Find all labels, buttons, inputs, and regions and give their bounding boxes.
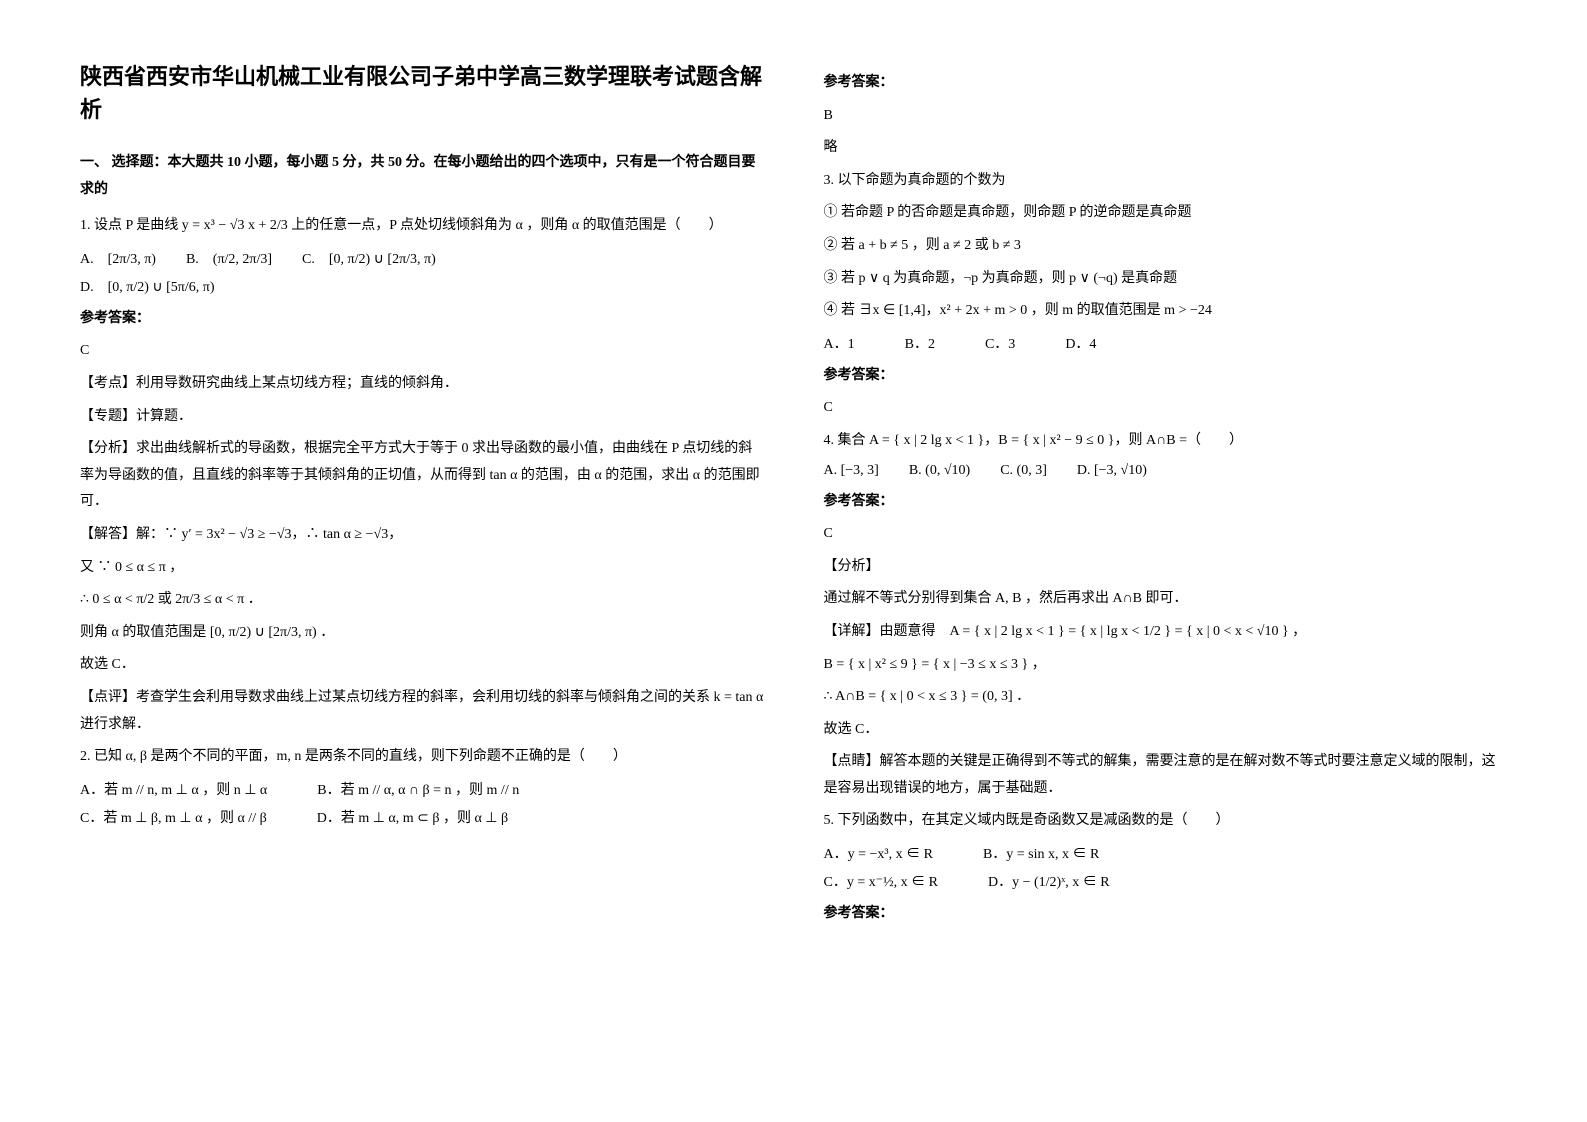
q4-answer-label: 参考答案： — [824, 489, 1508, 516]
q1-stem: 1. 设点 P 是曲线 y = x³ − √3 x + 2/3 上的任意一点，P… — [80, 213, 764, 240]
q4-xj4: 故选 C． — [824, 717, 1508, 744]
q4-xj1: 【详解】由题意得 A = { x | 2 lg x < 1 } = { x | … — [824, 619, 1508, 646]
q3-l4: ④ 若 ∃x ∈ [1,4]，x² + 2x + m > 0 ，则 m 的取值范… — [824, 298, 1508, 325]
q2-answer: B — [824, 103, 1508, 130]
q1-optD: D. [0, π/2) ∪ [5π/6, π) — [80, 276, 215, 296]
q2-stem: 2. 已知 α, β 是两个不同的平面，m, n 是两条不同的直线，则下列命题不… — [80, 744, 764, 771]
q1-jd3: ∴ 0 ≤ α < π/2 或 2π/3 ≤ α < π ． — [80, 587, 764, 614]
q5-options-row1: A．y = −x³, x ∈ R B．y = sin x, x ∈ R — [824, 843, 1508, 863]
q5-optD: D．y − (1/2)ˣ, x ∈ R — [988, 871, 1110, 891]
q1-jd5: 故选 C． — [80, 652, 764, 679]
q4-optC: C. (0, 3] — [1000, 463, 1047, 479]
q3-optC: C．3 — [985, 333, 1015, 353]
q1-answer-label: 参考答案： — [80, 306, 764, 333]
q1-stem-before: 1. 设点 P 是曲线 — [80, 218, 182, 233]
q2-options-row2: C．若 m ⊥ β, m ⊥ α ，则 α // β D．若 m ⊥ α, m … — [80, 807, 764, 827]
q4-dianjing: 【点睛】解答本题的关键是正确得到不等式的解集，需要注意的是在解对数不等式时要注意… — [824, 749, 1508, 802]
q1-stem-after: 上的任意一点，P 点处切线倾斜角为 α ，则角 α 的取值范围是（ ） — [291, 218, 722, 233]
q4-stem: 4. 集合 A = { x | 2 lg x < 1 }，B = { x | x… — [824, 428, 1508, 455]
q4-answer: C — [824, 521, 1508, 548]
q3-l3: ③ 若 p ∨ q 为真命题，¬p 为真命题，则 p ∨ (¬q) 是真命题 — [824, 266, 1508, 293]
q4-xj2: B = { x | x² ≤ 9 } = { x | −3 ≤ x ≤ 3 } … — [824, 652, 1508, 679]
q1-optA: A. [2π/3, π) — [80, 248, 156, 268]
q1-zhuanti: 【专题】计算题． — [80, 404, 764, 431]
q4-optA: A. [−3, 3] — [824, 463, 879, 479]
q3-answer: C — [824, 395, 1508, 422]
q4-fenxi-body: 通过解不等式分别得到集合 A, B ，然后再求出 A∩B 即可． — [824, 586, 1508, 613]
q3-stem: 3. 以下命题为真命题的个数为 — [824, 168, 1508, 195]
q1-optC: C. [0, π/2) ∪ [2π/3, π) — [302, 248, 436, 268]
part1-heading: 一、 选择题：本大题共 10 小题，每小题 5 分，共 50 分。在每小题给出的… — [80, 150, 764, 203]
q1-fenxi: 【分析】求出曲线解析式的导函数，根据完全平方式大于等于 0 求出导函数的最小值，… — [80, 436, 764, 516]
q5-stem: 5. 下列函数中，在其定义域内既是奇函数又是减函数的是（ ） — [824, 808, 1508, 835]
q5-answer-label: 参考答案： — [824, 901, 1508, 928]
q2-lue: 略 — [824, 135, 1508, 162]
q1-jd1: 【解答】解：∵ y′ = 3x² − √3 ≥ −√3，∴ tan α ≥ −√… — [80, 522, 764, 549]
q4-options: A. [−3, 3] B. (0, √10) C. (0, 3] D. [−3,… — [824, 463, 1508, 479]
q5-options-row2: C．y = x⁻½, x ∈ R D．y − (1/2)ˣ, x ∈ R — [824, 871, 1508, 891]
q3-optB: B．2 — [905, 333, 935, 353]
q1-options: A. [2π/3, π) B. (π/2, 2π/3] C. [0, π/2) … — [80, 248, 764, 268]
q3-optD: D．4 — [1065, 333, 1096, 353]
q3-l2: ② 若 a + b ≠ 5 ，则 a ≠ 2 或 b ≠ 3 — [824, 233, 1508, 260]
q4-fenxi-label: 【分析】 — [824, 554, 1508, 581]
q1-kaodian: 【考点】利用导数研究曲线上某点切线方程；直线的倾斜角． — [80, 371, 764, 398]
q2-optB: B．若 m // α, α ∩ β = n ，则 m // n — [317, 779, 519, 799]
q4-xj3: ∴ A∩B = { x | 0 < x ≤ 3 } = (0, 3] ． — [824, 684, 1508, 711]
q4-optD: D. [−3, √10) — [1077, 463, 1147, 479]
q5-optC: C．y = x⁻½, x ∈ R — [824, 871, 938, 891]
q5-optA: A．y = −x³, x ∈ R — [824, 843, 933, 863]
q1-answer: C — [80, 338, 764, 365]
q1-formula: y = x³ − √3 x + 2/3 — [182, 218, 288, 233]
q3-options: A．1 B．2 C．3 D．4 — [824, 333, 1508, 353]
q1-dianping: 【点评】考查学生会利用导数求曲线上过某点切线方程的斜率，会利用切线的斜率与倾斜角… — [80, 685, 764, 738]
q2-options-row1: A．若 m // n, m ⊥ α ，则 n ⊥ α B．若 m // α, α… — [80, 779, 764, 799]
q3-answer-label: 参考答案： — [824, 363, 1508, 390]
q2-optD: D．若 m ⊥ α, m ⊂ β ，则 α ⊥ β — [317, 807, 508, 827]
q3-optA: A．1 — [824, 333, 855, 353]
q1-jd4: 则角 α 的取值范围是 [0, π/2) ∪ [2π/3, π) ． — [80, 620, 764, 647]
q1-jd2: 又 ∵ 0 ≤ α ≤ π ， — [80, 555, 764, 582]
q2-answer-label: 参考答案： — [824, 70, 1508, 97]
q5-optB: B．y = sin x, x ∈ R — [983, 843, 1099, 863]
q2-optC: C．若 m ⊥ β, m ⊥ α ，则 α // β — [80, 807, 267, 827]
q1-options-row2: D. [0, π/2) ∪ [5π/6, π) — [80, 276, 764, 296]
doc-title: 陕西省西安市华山机械工业有限公司子弟中学高三数学理联考试题含解析 — [80, 60, 764, 126]
q1-optB: B. (π/2, 2π/3] — [186, 248, 272, 268]
q2-optA: A．若 m // n, m ⊥ α ，则 n ⊥ α — [80, 779, 267, 799]
q4-optB: B. (0, √10) — [909, 463, 970, 479]
q3-l1: ① 若命题 P 的否命题是真命题，则命题 P 的逆命题是真命题 — [824, 200, 1508, 227]
